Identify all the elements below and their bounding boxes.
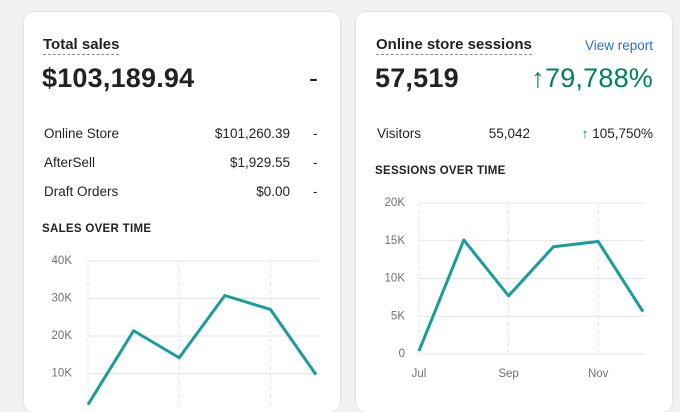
y-tick-label: 10K: [52, 368, 73, 380]
change: -: [309, 63, 319, 93]
chart-title: SALES OVER TIME: [42, 223, 152, 235]
y-tick-label: 30K: [52, 293, 73, 305]
y-tick-label: 10K: [385, 273, 406, 285]
x-tick-label: Nov: [588, 368, 609, 380]
row-value: $0.00: [256, 184, 290, 199]
y-tick-label: 40K: [52, 255, 73, 267]
row-value: $1,929.55: [229, 155, 290, 170]
card: [24, 12, 340, 412]
up-arrow: ↑: [531, 63, 545, 93]
total: $103,189.94: [42, 63, 195, 93]
series-line: [417, 238, 645, 352]
y-tick-label: 5K: [391, 310, 405, 322]
y-tick-label: 0: [399, 348, 405, 360]
chart-title: SESSIONS OVER TIME: [375, 165, 506, 177]
total: 57,519: [375, 63, 459, 93]
row-value: 55,042: [488, 126, 530, 141]
row-change: 105,750%: [592, 126, 653, 141]
row-label: Online Store: [44, 126, 120, 141]
x-tick-label: Jul: [412, 368, 427, 380]
card: [356, 12, 672, 412]
y-tick-label: 15K: [385, 235, 406, 247]
up-arrow: ↑: [581, 126, 593, 141]
y-tick-label: 20K: [52, 330, 73, 342]
card-title[interactable]: Total sales: [43, 36, 120, 55]
row-label: Visitors: [377, 126, 422, 141]
series-line: [86, 294, 318, 405]
x-tick-label: Sep: [498, 368, 518, 380]
card-title[interactable]: Online store sessions: [376, 36, 532, 55]
row-change: -: [313, 184, 318, 199]
row-value: $101,260.39: [214, 126, 290, 141]
y-tick-label: 20K: [385, 197, 406, 209]
view-report-link[interactable]: View report: [584, 38, 653, 53]
row-change: -: [313, 126, 318, 141]
change-value: 79,788%: [545, 63, 653, 93]
change: ↑79,788%: [531, 63, 653, 94]
row-label: AfterSell: [44, 155, 96, 170]
row-label: Draft Orders: [44, 184, 119, 199]
row-change: -: [313, 155, 318, 170]
